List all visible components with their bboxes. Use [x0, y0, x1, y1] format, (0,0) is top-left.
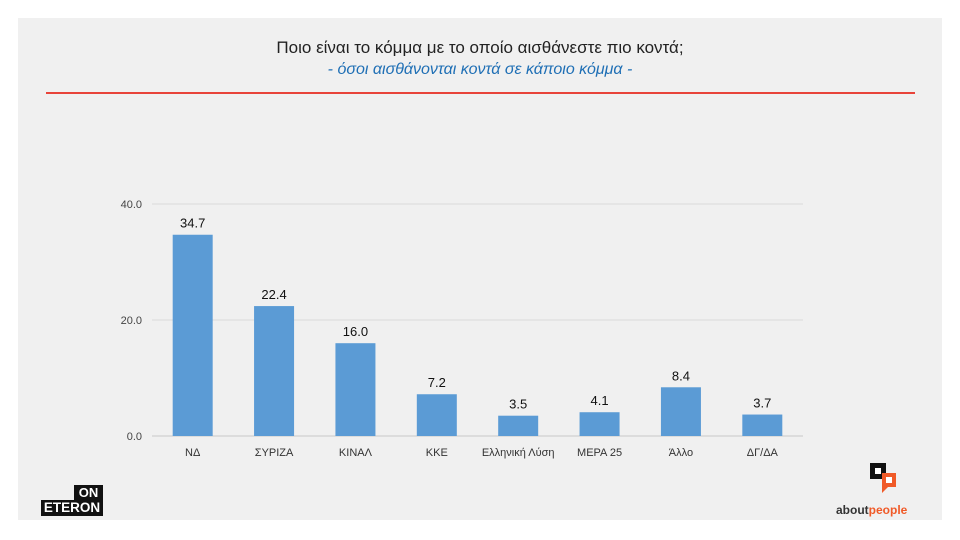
category-label: ΚΚΕ: [426, 447, 448, 459]
bar: [660, 387, 701, 436]
logo-about: about: [836, 503, 869, 517]
bars: [172, 234, 783, 436]
y-axis-ticks: 0.0 20.0 40.0: [121, 199, 142, 443]
data-label: 22.4: [261, 287, 286, 302]
aboutpeople-logo: aboutpeople: [832, 461, 928, 519]
bar: [416, 394, 457, 436]
y-tick-label: 0.0: [127, 431, 142, 443]
category-label: ΣΥΡΙΖΑ: [255, 447, 294, 459]
aboutpeople-wordmark: aboutpeople: [836, 503, 907, 517]
bar: [498, 415, 539, 436]
data-label: 16.0: [343, 324, 368, 339]
chart-title: Ποιο είναι το κόμμα με το οποίο αισθάνεσ…: [276, 38, 684, 57]
data-label: 3.7: [753, 396, 771, 411]
category-label: ΝΔ: [185, 447, 201, 459]
title-divider: [46, 92, 915, 94]
bar: [254, 306, 295, 436]
category-labels: ΝΔ ΣΥΡΙΖΑ ΚΙΝΑΛ ΚΚΕ Ελληνική Λύση ΜΕΡΑ 25 Άλλο…: [185, 447, 779, 459]
data-label: 34.7: [180, 216, 205, 231]
category-label: ΔΓ/ΔΑ: [747, 447, 779, 459]
chart-subtitle: - όσοι αισθάνονται κοντά σε κάποιο κόμμα…: [327, 61, 633, 78]
data-labels: 34.7 22.4 16.0 7.2 3.5 4.1 8.4 3.7: [180, 216, 771, 412]
data-label: 3.5: [509, 397, 527, 412]
category-label: ΜΕΡΑ 25: [577, 447, 622, 459]
category-label: ΚΙΝΑΛ: [339, 447, 373, 459]
gridlines: [152, 203, 803, 437]
bar: [579, 412, 620, 436]
bar: [335, 343, 376, 436]
y-tick-label: 20.0: [121, 315, 142, 327]
logo-eteron-text: ETERON: [41, 500, 103, 516]
bar: [742, 414, 783, 436]
y-tick-label: 40.0: [121, 199, 142, 211]
logo-people: people: [868, 503, 908, 517]
data-label: 4.1: [591, 393, 609, 408]
data-label: 7.2: [428, 375, 446, 390]
data-label: 8.4: [672, 368, 690, 383]
speech-bubble-icon: [870, 463, 896, 493]
bar: [172, 234, 213, 436]
logo-on-text: ON: [74, 485, 103, 500]
category-label: Ελληνική Λύση: [482, 447, 555, 459]
eteron-logo: ON ETERON: [41, 485, 103, 517]
category-label: Άλλο: [669, 447, 693, 459]
